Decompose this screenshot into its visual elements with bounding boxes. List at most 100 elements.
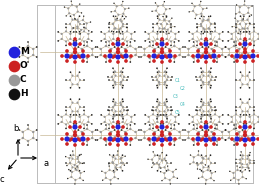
Point — [192, 60, 196, 64]
Point — [209, 177, 213, 180]
Point — [169, 44, 173, 47]
Point — [202, 74, 206, 77]
Point — [115, 17, 119, 20]
Point — [241, 154, 245, 157]
Point — [169, 78, 173, 81]
Point — [107, 161, 111, 164]
Point — [201, 170, 205, 173]
Point — [107, 109, 111, 112]
Point — [78, 139, 82, 142]
Point — [234, 22, 238, 26]
Point — [165, 120, 169, 123]
Point — [155, 98, 160, 101]
Point — [164, 56, 168, 59]
Point — [243, 168, 247, 171]
Point — [164, 30, 169, 33]
Point — [183, 46, 187, 49]
Point — [160, 143, 164, 146]
Point — [26, 44, 30, 47]
Point — [203, 39, 207, 42]
Point — [153, 136, 157, 139]
Point — [76, 20, 80, 23]
Point — [70, 157, 75, 160]
Point — [229, 120, 234, 123]
Point — [119, 156, 124, 159]
Point — [155, 32, 159, 35]
Point — [151, 127, 155, 130]
Point — [158, 154, 162, 157]
Point — [116, 143, 120, 146]
Point — [82, 22, 86, 26]
Point — [213, 109, 217, 112]
Point — [195, 161, 199, 164]
Point — [139, 56, 143, 59]
Point — [199, 161, 203, 164]
Point — [143, 30, 147, 33]
Point — [26, 40, 30, 43]
Point — [159, 39, 163, 42]
Point — [200, 46, 204, 49]
Point — [230, 25, 234, 28]
Point — [142, 53, 147, 57]
Point — [121, 43, 125, 46]
Point — [90, 113, 94, 116]
Point — [209, 43, 213, 46]
Point — [197, 4, 202, 7]
Point — [195, 113, 199, 116]
Point — [223, 139, 227, 142]
Point — [120, 113, 125, 116]
Point — [73, 182, 77, 185]
Point — [85, 143, 89, 146]
Point — [126, 75, 130, 78]
Point — [251, 54, 255, 57]
Point — [99, 53, 103, 57]
Point — [68, 37, 73, 40]
Point — [103, 54, 107, 57]
Point — [168, 7, 172, 10]
Point — [56, 113, 60, 116]
Point — [159, 167, 163, 170]
Point — [212, 137, 216, 140]
Point — [213, 30, 217, 33]
Point — [56, 30, 60, 33]
Point — [168, 54, 172, 57]
Point — [21, 47, 25, 50]
Point — [31, 53, 35, 57]
Point — [198, 17, 202, 20]
Point — [93, 139, 98, 142]
Point — [192, 57, 196, 60]
Point — [196, 50, 200, 53]
Point — [234, 44, 238, 47]
Point — [122, 17, 126, 20]
Point — [196, 153, 200, 156]
Point — [21, 136, 25, 139]
Point — [73, 139, 77, 142]
Point — [246, 6, 250, 9]
Point — [173, 32, 177, 35]
Point — [99, 130, 103, 133]
Point — [162, 18, 167, 21]
Point — [108, 132, 112, 136]
Point — [227, 136, 231, 139]
Point — [107, 105, 111, 108]
Point — [73, 178, 77, 181]
Point — [155, 100, 159, 103]
Point — [118, 101, 123, 104]
Point — [191, 9, 195, 12]
Point — [237, 136, 241, 139]
Point — [139, 139, 143, 142]
Point — [165, 37, 169, 40]
Point — [207, 114, 211, 117]
Point — [107, 40, 111, 43]
Point — [242, 4, 247, 7]
Point — [77, 86, 82, 89]
Point — [187, 39, 191, 42]
Point — [121, 56, 125, 59]
Point — [133, 53, 138, 57]
Point — [215, 57, 219, 60]
Point — [232, 176, 236, 179]
Point — [214, 109, 218, 112]
Point — [109, 53, 113, 57]
Point — [209, 84, 213, 87]
Point — [199, 12, 203, 15]
